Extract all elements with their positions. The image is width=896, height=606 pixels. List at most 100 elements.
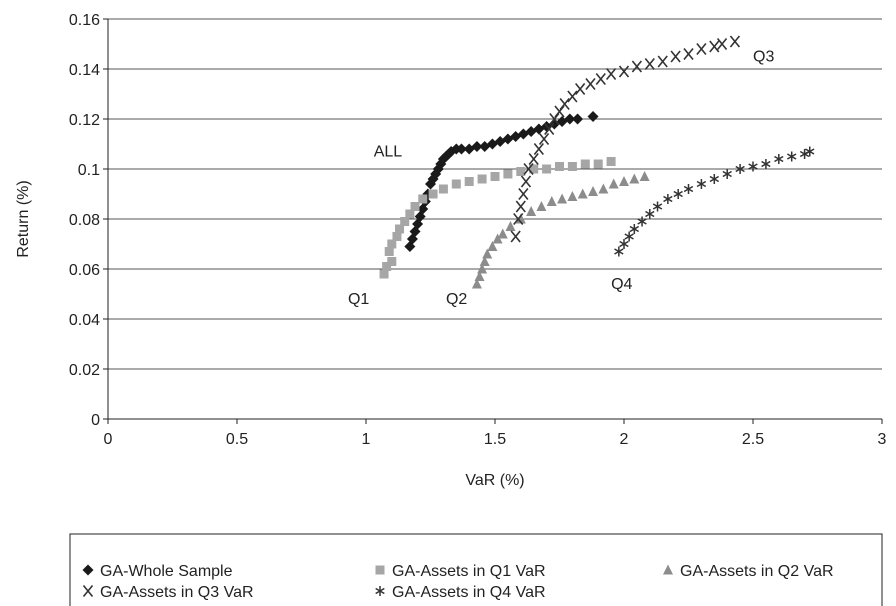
- y-tick-label: 0: [91, 412, 100, 429]
- data-point: [585, 77, 596, 91]
- data-point: [477, 174, 487, 184]
- series-5: [614, 146, 815, 257]
- data-point: [544, 122, 555, 136]
- data-point: [546, 196, 557, 206]
- data-point: [492, 233, 503, 244]
- data-point: [639, 171, 650, 181]
- data-point: [479, 256, 490, 266]
- legend-label-1: GA-Whole Sample: [100, 563, 233, 580]
- legend-marker-4: [82, 584, 94, 598]
- data-point: [588, 186, 599, 196]
- legend-label-3: GA-Assets in Q2 VaR: [680, 563, 834, 580]
- data-point: [645, 209, 655, 219]
- data-point: [387, 239, 397, 249]
- data-point: [513, 212, 524, 226]
- data-point: [631, 60, 643, 73]
- data-point: [618, 65, 630, 78]
- series-1: [404, 111, 599, 252]
- data-point: [536, 201, 547, 211]
- data-point: [683, 184, 694, 194]
- data-point: [657, 55, 668, 68]
- series-2: [379, 157, 616, 279]
- data-point: [510, 230, 521, 243]
- legend-marker-5: [375, 586, 385, 596]
- y-tick-label: 0.12: [69, 112, 100, 129]
- x-axis-title: VaR (%): [465, 472, 524, 489]
- data-point: [567, 191, 578, 201]
- data-point: [490, 172, 500, 181]
- data-point: [629, 173, 640, 184]
- annotation-q3: Q3: [753, 49, 774, 66]
- data-point: [438, 184, 448, 194]
- legend-label-5: GA-Assets in Q4 VaR: [392, 584, 546, 601]
- data-point: [516, 167, 526, 176]
- data-point: [395, 224, 405, 234]
- data-point: [529, 164, 539, 174]
- data-point: [575, 82, 586, 96]
- y-tick-label: 0.06: [69, 262, 100, 279]
- annotation-q2: Q2: [446, 291, 467, 308]
- data-point: [387, 257, 397, 266]
- data-point: [410, 202, 420, 211]
- data-point: [608, 178, 619, 189]
- data-point: [663, 194, 673, 204]
- data-point: [487, 241, 498, 251]
- annotation-all: ALL: [374, 144, 403, 161]
- data-point: [637, 216, 647, 227]
- data-point: [805, 146, 815, 157]
- data-point: [379, 269, 389, 279]
- data-point: [502, 133, 514, 145]
- data-point: [520, 175, 532, 188]
- data-point: [567, 162, 577, 171]
- data-point: [614, 246, 624, 257]
- x-tick-label: 2: [620, 431, 629, 448]
- data-point: [471, 278, 482, 289]
- data-point: [464, 177, 474, 186]
- data-point: [418, 194, 428, 204]
- data-point: [455, 143, 467, 155]
- data-point: [384, 247, 394, 256]
- x-tick-label: 2.5: [742, 431, 764, 448]
- data-point: [670, 50, 681, 63]
- data-point: [696, 42, 707, 56]
- data-point: [518, 187, 529, 201]
- data-point: [515, 213, 526, 224]
- data-point: [774, 154, 784, 164]
- x-tick-label: 0.5: [226, 431, 248, 448]
- axes: [103, 18, 883, 424]
- data-point: [593, 159, 603, 169]
- data-point: [580, 159, 590, 169]
- data-point: [471, 141, 483, 152]
- data-point: [477, 263, 488, 274]
- data-point: [619, 239, 629, 249]
- data-point: [555, 162, 564, 171]
- legend: GA-Whole Sample GA-Assets in Q1 VaR GA-Ass…: [69, 533, 883, 606]
- data-point: [564, 113, 576, 125]
- data-point: [644, 57, 655, 71]
- annotation-q1: Q1: [348, 291, 369, 308]
- y-axis-title: Return (%): [15, 180, 32, 257]
- x-tick-label: 3: [878, 431, 887, 448]
- y-tick-label: 0.02: [69, 362, 100, 379]
- data-point: [729, 35, 741, 48]
- data-point: [673, 189, 683, 199]
- legend-label-4: GA-Assets in Q3 VaR: [100, 584, 254, 601]
- data-point: [559, 97, 570, 111]
- gridlines: [108, 18, 882, 370]
- x-tick-label: 1.5: [484, 431, 506, 448]
- data-point: [382, 262, 392, 271]
- annotation-q4: Q4: [611, 276, 632, 293]
- y-tick-label: 0.1: [78, 162, 100, 179]
- series-3: [471, 171, 650, 289]
- data-points: [379, 35, 815, 289]
- data-point: [567, 90, 578, 103]
- legend-label-2: GA-Assets in Q1 VaR: [392, 563, 546, 580]
- data-point: [786, 151, 797, 162]
- data-point: [474, 271, 485, 281]
- data-point: [538, 132, 550, 146]
- data-point: [542, 164, 552, 174]
- data-point: [523, 162, 534, 176]
- y-tick-label: 0.16: [69, 12, 100, 29]
- data-point: [748, 161, 758, 172]
